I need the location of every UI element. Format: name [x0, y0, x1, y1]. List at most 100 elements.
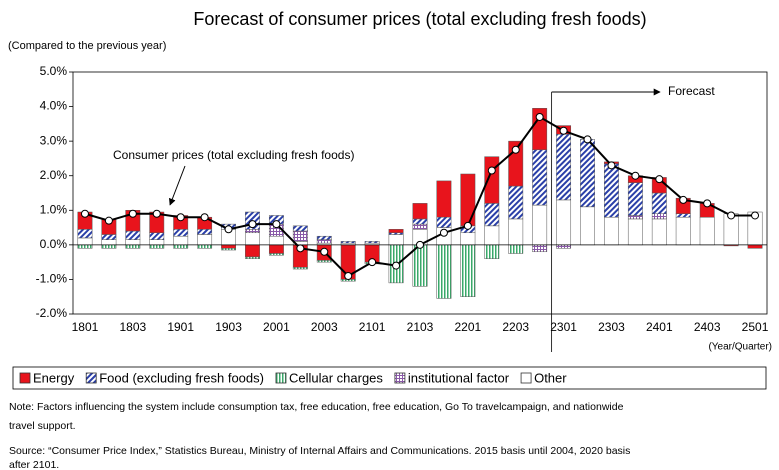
- y-tick-label: -2.0%: [36, 306, 68, 320]
- x-tick-label: 1801: [72, 320, 99, 334]
- bar-segment: [580, 139, 595, 208]
- bar-segment: [149, 232, 165, 240]
- y-tick-label: 1.0%: [40, 202, 68, 216]
- line-point: [200, 213, 209, 222]
- y-tick-label: 5.0%: [40, 64, 68, 78]
- line-point: [727, 211, 736, 220]
- line-point: [535, 112, 544, 121]
- bar-segment: [651, 192, 667, 214]
- x-axis-label: (Year/Quarter): [708, 342, 772, 353]
- legend-swatch: [394, 372, 406, 384]
- bar-segment: [221, 248, 236, 251]
- bar-segment: [412, 244, 428, 287]
- bar-segment: [292, 267, 308, 270]
- bar-segment: [436, 216, 452, 228]
- bar-segment: [292, 225, 308, 232]
- bar-segment: [149, 244, 165, 249]
- bar-segment: [388, 234, 404, 246]
- bar-segment: [580, 206, 595, 246]
- bar-segment: [460, 232, 476, 246]
- x-tick-label: 2001: [263, 320, 290, 334]
- line-point: [416, 240, 424, 249]
- line-point: [751, 211, 760, 220]
- bar-segment: [436, 180, 452, 218]
- bar-segment: [556, 244, 572, 249]
- line-point: [487, 166, 496, 175]
- bar-segment: [197, 244, 213, 249]
- legend-box: [12, 366, 767, 390]
- legend-swatch: [520, 372, 532, 384]
- bar-segment: [364, 241, 380, 244]
- bar-segment: [699, 216, 715, 246]
- note: after 2101.: [9, 459, 59, 470]
- note: travel support.: [9, 420, 76, 432]
- bar-segment: [484, 244, 500, 259]
- line-point: [152, 209, 161, 218]
- bar-segment: [412, 223, 428, 230]
- line-point: [344, 271, 353, 280]
- bar-segment: [268, 253, 284, 256]
- bar-segment: [508, 185, 524, 220]
- bar-segment: [316, 239, 332, 244]
- line-point: [80, 209, 89, 218]
- bar-segment: [532, 244, 548, 253]
- bar-segment: [268, 244, 284, 254]
- bar-segment: [484, 203, 500, 227]
- line-point: [368, 258, 377, 267]
- bar-segment: [508, 244, 524, 254]
- bar-segment: [388, 229, 404, 234]
- x-tick-label: 2401: [646, 320, 673, 334]
- bar-segment: [436, 244, 452, 299]
- bar-segment: [412, 203, 428, 220]
- bar-segment: [221, 244, 236, 249]
- bar-segment: [651, 213, 667, 220]
- x-tick-label: 2403: [694, 320, 721, 334]
- bar-segment: [245, 256, 260, 259]
- line-point: [583, 135, 592, 144]
- bar-segment: [149, 239, 165, 246]
- bar-segment: [627, 215, 643, 220]
- bar-segment: [101, 234, 117, 240]
- x-tick-label: 1903: [215, 320, 242, 334]
- bar-segment: [316, 260, 332, 263]
- legend-label: Food (excluding fresh foods): [99, 370, 264, 385]
- forecast-label: Forecast: [668, 84, 715, 98]
- y-tick-label: -1.0%: [36, 272, 68, 286]
- line-point: [511, 145, 520, 154]
- line-point: [272, 220, 281, 229]
- line-annotation: Consumer prices (total excluding fresh f…: [113, 148, 354, 162]
- bar-segment: [532, 204, 548, 246]
- bar-segment: [532, 149, 548, 206]
- bar-segment: [197, 234, 213, 246]
- line-point: [655, 175, 664, 184]
- line-point: [679, 195, 688, 204]
- bar-segment: [245, 244, 260, 258]
- note: Source: “Consumer Price Index,” Statisti…: [9, 445, 630, 457]
- line-point: [128, 209, 137, 218]
- legend-swatch: [275, 372, 287, 384]
- bar-segment: [173, 229, 189, 237]
- y-tick-label: 3.0%: [40, 133, 68, 147]
- bar-segment: [604, 216, 619, 246]
- x-tick-label: 2103: [407, 320, 434, 334]
- legend-label: Other: [534, 370, 567, 385]
- bar-segment: [173, 235, 189, 246]
- line-point: [607, 161, 616, 170]
- line-point: [559, 126, 568, 135]
- bar-segment: [101, 239, 117, 246]
- line-point: [176, 213, 185, 222]
- bar-segment: [316, 235, 332, 240]
- bar-segment: [604, 163, 619, 218]
- line-point: [320, 247, 329, 256]
- bar-segment: [556, 133, 572, 201]
- y-tick-label: 0.0%: [40, 237, 68, 251]
- bar-segment: [484, 225, 500, 246]
- bar-segment: [460, 173, 476, 227]
- bar-segment: [268, 235, 284, 246]
- bar-segment: [197, 229, 213, 235]
- bar-segment: [340, 241, 356, 244]
- bar-segment: [245, 232, 260, 246]
- plot-frame: [72, 71, 768, 315]
- legend-label: Energy: [33, 370, 75, 385]
